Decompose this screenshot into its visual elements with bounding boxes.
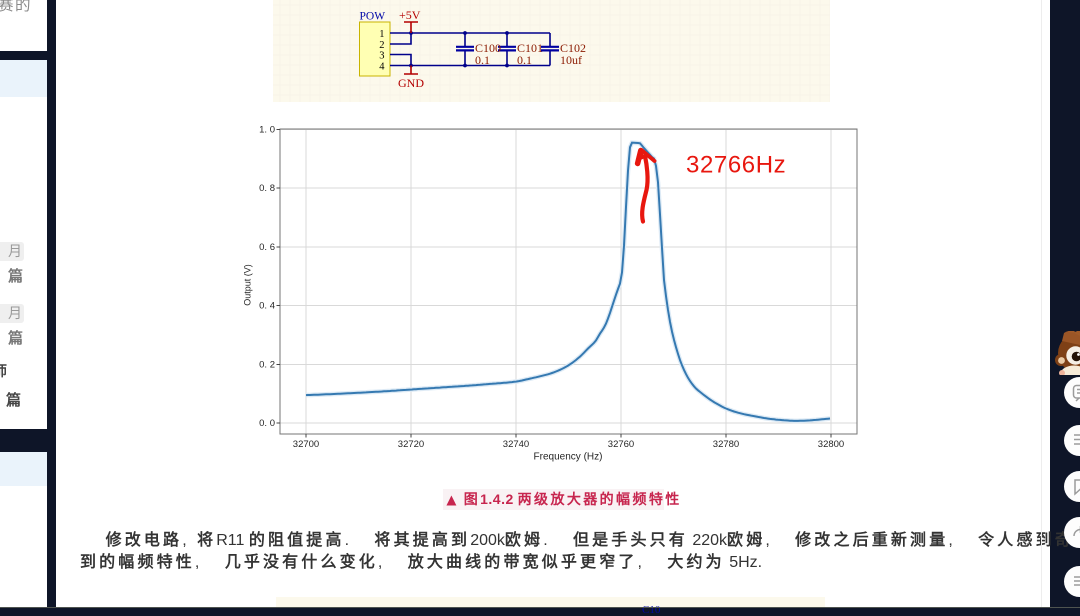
svg-text:1: 1	[379, 29, 384, 40]
svg-text:+5V: +5V	[399, 8, 421, 22]
svg-text:POW: POW	[360, 11, 386, 23]
svg-text:0. 8: 0. 8	[259, 183, 275, 194]
svg-text:32740: 32740	[503, 439, 529, 450]
svg-text:32760: 32760	[608, 439, 634, 450]
svg-text:0. 6: 0. 6	[259, 242, 275, 253]
svg-text:0. 0: 0. 0	[259, 418, 275, 429]
svg-text:0. 2: 0. 2	[259, 359, 275, 370]
svg-text:0.1: 0.1	[475, 53, 490, 67]
svg-text:0. 4: 0. 4	[259, 301, 275, 312]
svg-text:4: 4	[379, 62, 385, 73]
svg-text:32720: 32720	[398, 439, 424, 450]
svg-text:10uf: 10uf	[560, 53, 582, 67]
svg-text:GND: GND	[398, 76, 424, 90]
svg-text:32700: 32700	[293, 439, 319, 450]
svg-text:Output (V): Output (V)	[243, 264, 253, 306]
svg-text:32766Hz: 32766Hz	[686, 152, 786, 179]
svg-text:32780: 32780	[713, 439, 739, 450]
svg-text:0.1: 0.1	[517, 53, 532, 67]
svg-text:2: 2	[379, 40, 384, 51]
svg-text:32800: 32800	[818, 439, 844, 450]
svg-text:Frequency (Hz): Frequency (Hz)	[534, 452, 603, 463]
svg-text:1. 0: 1. 0	[259, 124, 275, 135]
svg-text:3: 3	[379, 51, 384, 62]
